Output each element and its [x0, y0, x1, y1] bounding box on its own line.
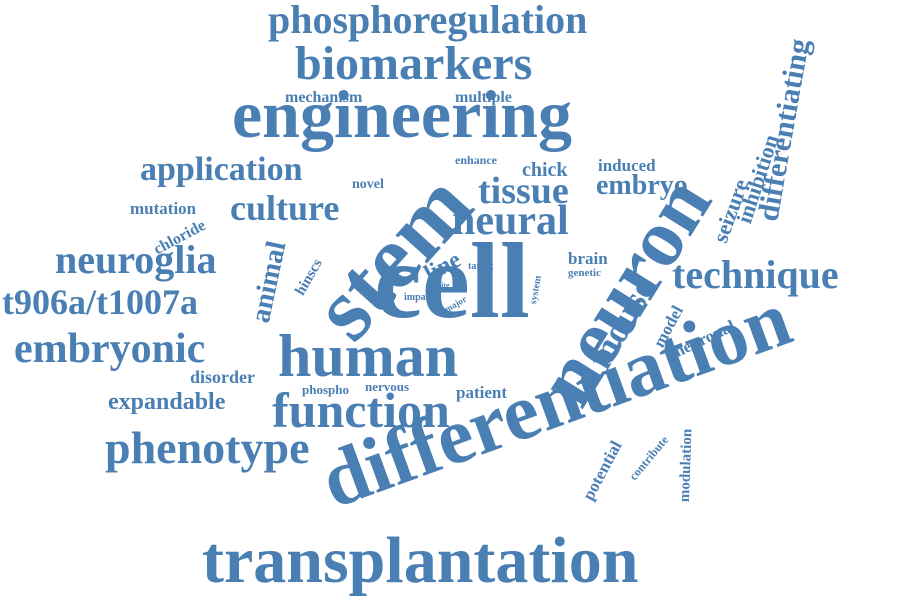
word: patient — [456, 383, 507, 402]
word: chick — [522, 159, 568, 181]
word: modulation — [676, 428, 696, 503]
word: brain — [568, 249, 608, 268]
word: multiple — [455, 89, 512, 106]
word: system — [528, 274, 544, 306]
word: engineering — [232, 76, 572, 152]
word: phospho — [302, 382, 349, 397]
word: nervous — [365, 379, 410, 394]
word: t906a/t1007a — [2, 282, 198, 322]
word: neuroglia — [55, 237, 217, 282]
word: embryonic — [14, 326, 206, 372]
word: induced — [598, 156, 656, 175]
word: genetic — [568, 267, 601, 279]
word: tissue — [478, 170, 569, 212]
word: contribute — [626, 433, 672, 483]
word: animal — [245, 238, 293, 326]
word: mutation — [130, 199, 197, 218]
word: impact — [404, 292, 434, 303]
word: novel — [352, 177, 384, 192]
word: target — [468, 261, 494, 272]
word: function — [272, 382, 450, 438]
word: disorder — [190, 367, 255, 387]
word: technique — [672, 252, 839, 297]
word: potential — [578, 437, 626, 504]
word: application — [140, 151, 303, 188]
word: phosphoregulation — [268, 0, 588, 42]
word: culture — [230, 188, 340, 228]
word: cell — [374, 222, 530, 341]
word: phenotype — [105, 422, 310, 473]
word: mechanism — [285, 89, 363, 106]
word: neural — [452, 198, 569, 244]
word: transplantation — [202, 524, 639, 597]
word: enhance — [455, 153, 497, 167]
word: site — [438, 281, 450, 290]
word: embryo — [596, 170, 688, 201]
word: human — [278, 323, 459, 389]
word: biomarkers — [295, 37, 533, 90]
word: expandable — [108, 389, 226, 415]
